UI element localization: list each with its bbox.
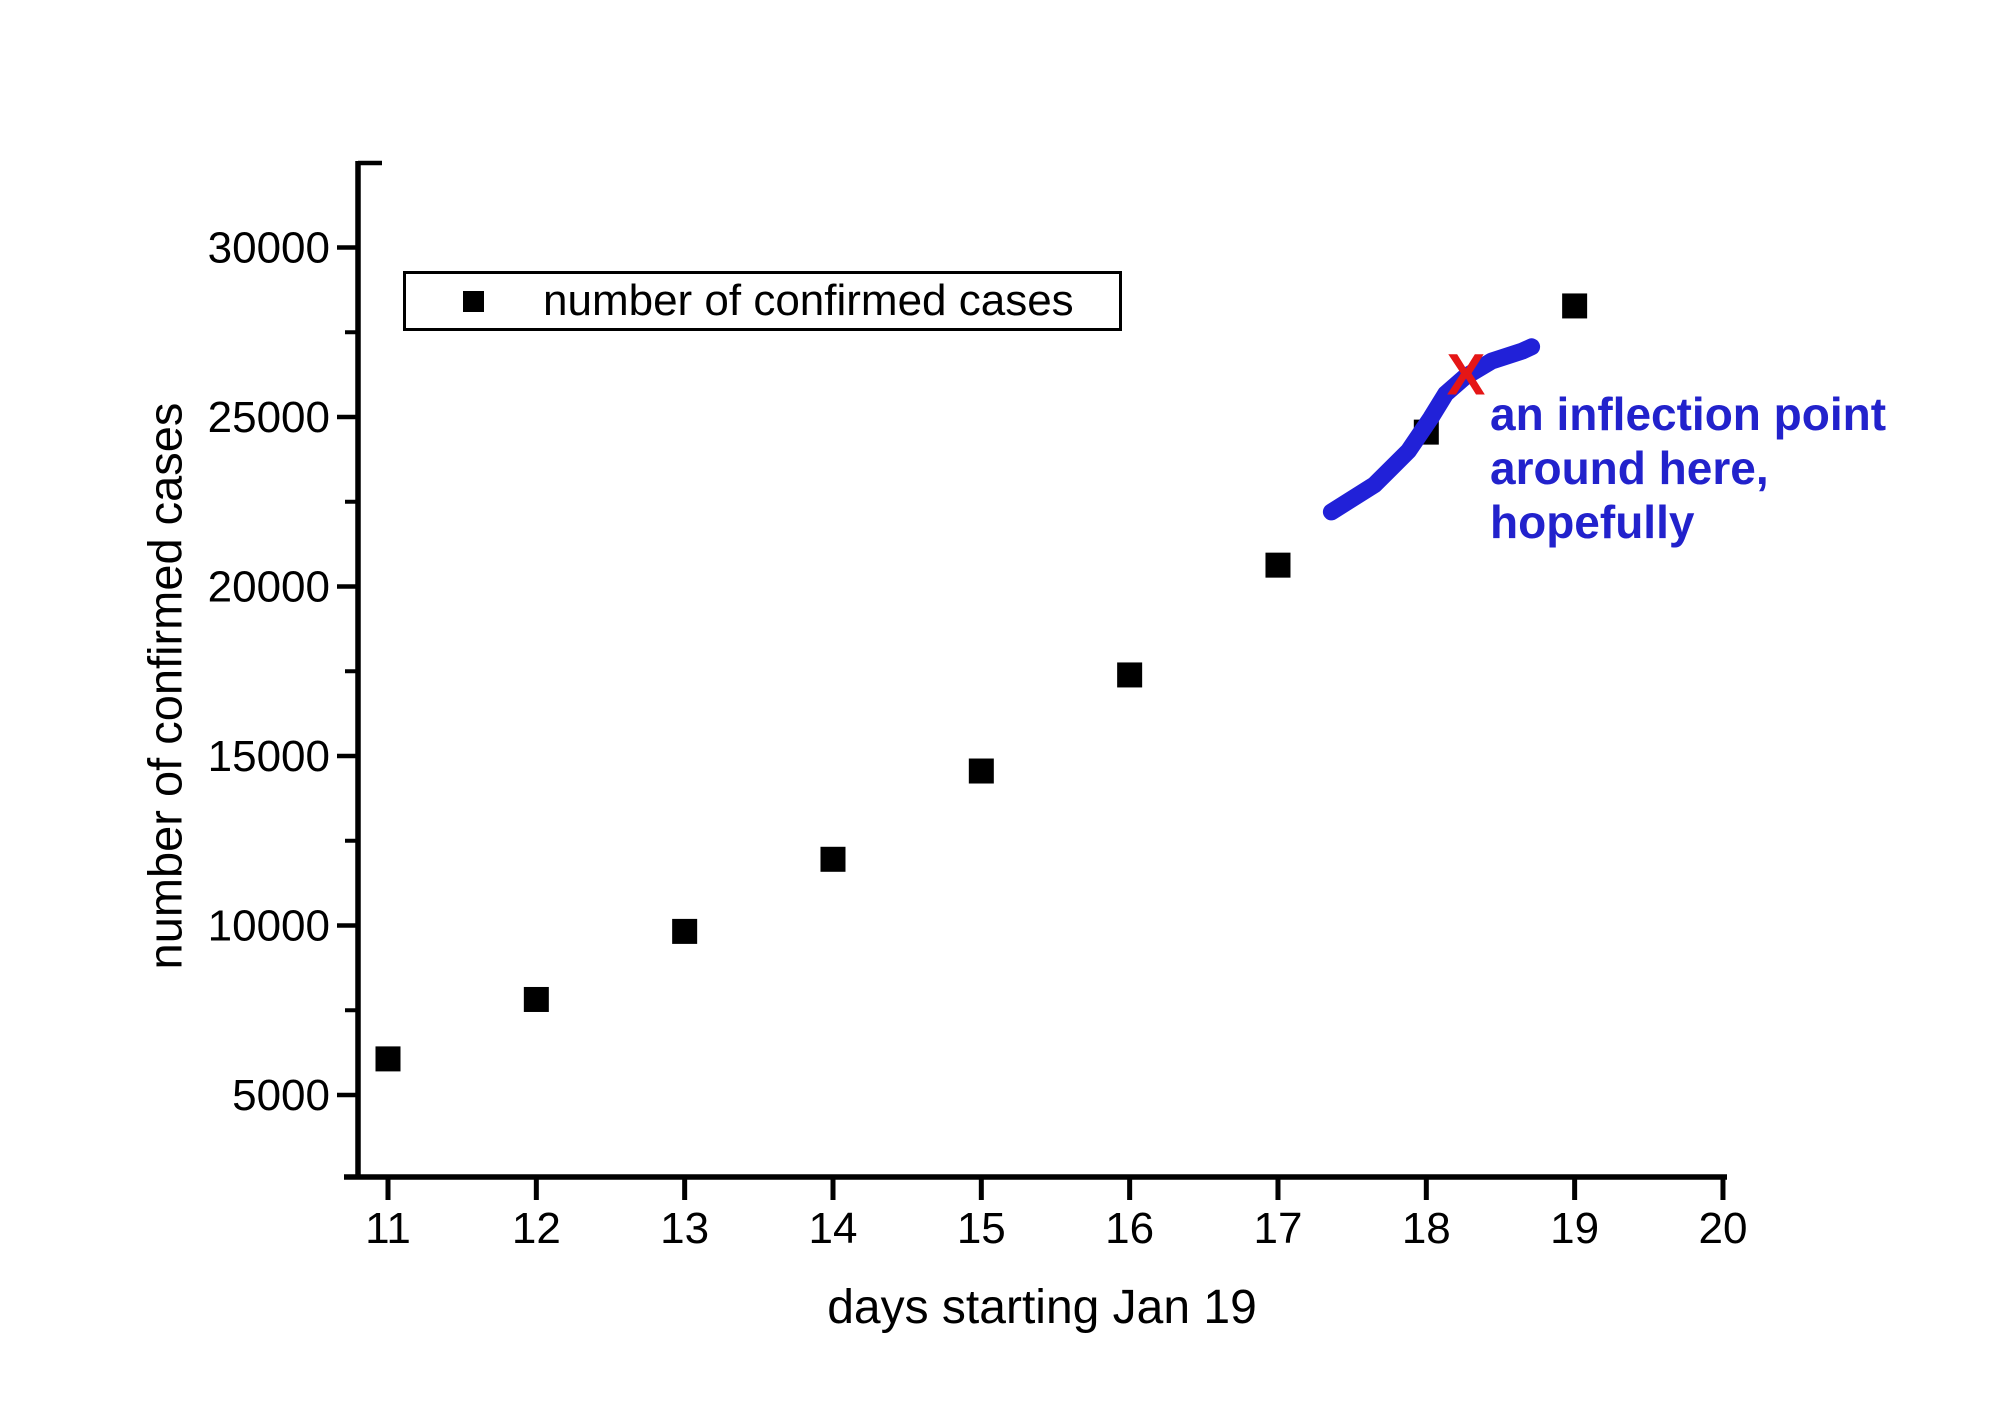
x-tick-label: 15 [957,1204,1006,1253]
y-tick-label: 25000 [208,393,330,442]
data-point-square [672,918,698,944]
y-tick-label: 30000 [208,224,330,273]
data-point-square [1265,552,1291,578]
data-point-square [1562,293,1588,319]
inflection-note-line: around here, [1490,442,1769,494]
x-tick-label: 19 [1550,1204,1599,1253]
data-point-square [1117,662,1143,688]
x-tick-label: 13 [660,1204,709,1253]
x-tick-label: 20 [1698,1204,1747,1253]
x-tick-label: 16 [1105,1204,1154,1253]
data-point-square [968,758,994,784]
x-tick-label: 14 [809,1204,858,1253]
y-tick-label: 10000 [208,902,330,951]
y-tick-label: 20000 [208,563,330,612]
x-tick-label: 11 [365,1204,411,1253]
x-tick-label: 12 [512,1204,561,1253]
inflection-note-line: hopefully [1490,496,1695,548]
data-point-square [820,846,846,872]
legend-box: number of confirmed cases [403,271,1122,331]
inflection-note-line: an inflection point [1490,388,1887,440]
legend-label: number of confirmed cases [543,276,1074,325]
inflection-note: an inflection point around here, hopeful… [1490,387,1886,549]
data-point-square [375,1046,401,1072]
data-point-square [523,986,549,1012]
inflection-x-marker: X [1446,342,1486,408]
hand-drawn-inflection-curve [1322,338,1541,521]
legend-square-marker-icon [463,290,484,312]
x-tick-label: 17 [1254,1204,1303,1253]
x-axis-title: days starting Jan 19 [827,1281,1257,1334]
y-axis-title: number of confirmed cases [138,402,192,970]
y-tick-label: 15000 [208,732,330,781]
y-tick-label: 5000 [232,1071,330,1120]
x-tick-label: 18 [1402,1204,1451,1253]
